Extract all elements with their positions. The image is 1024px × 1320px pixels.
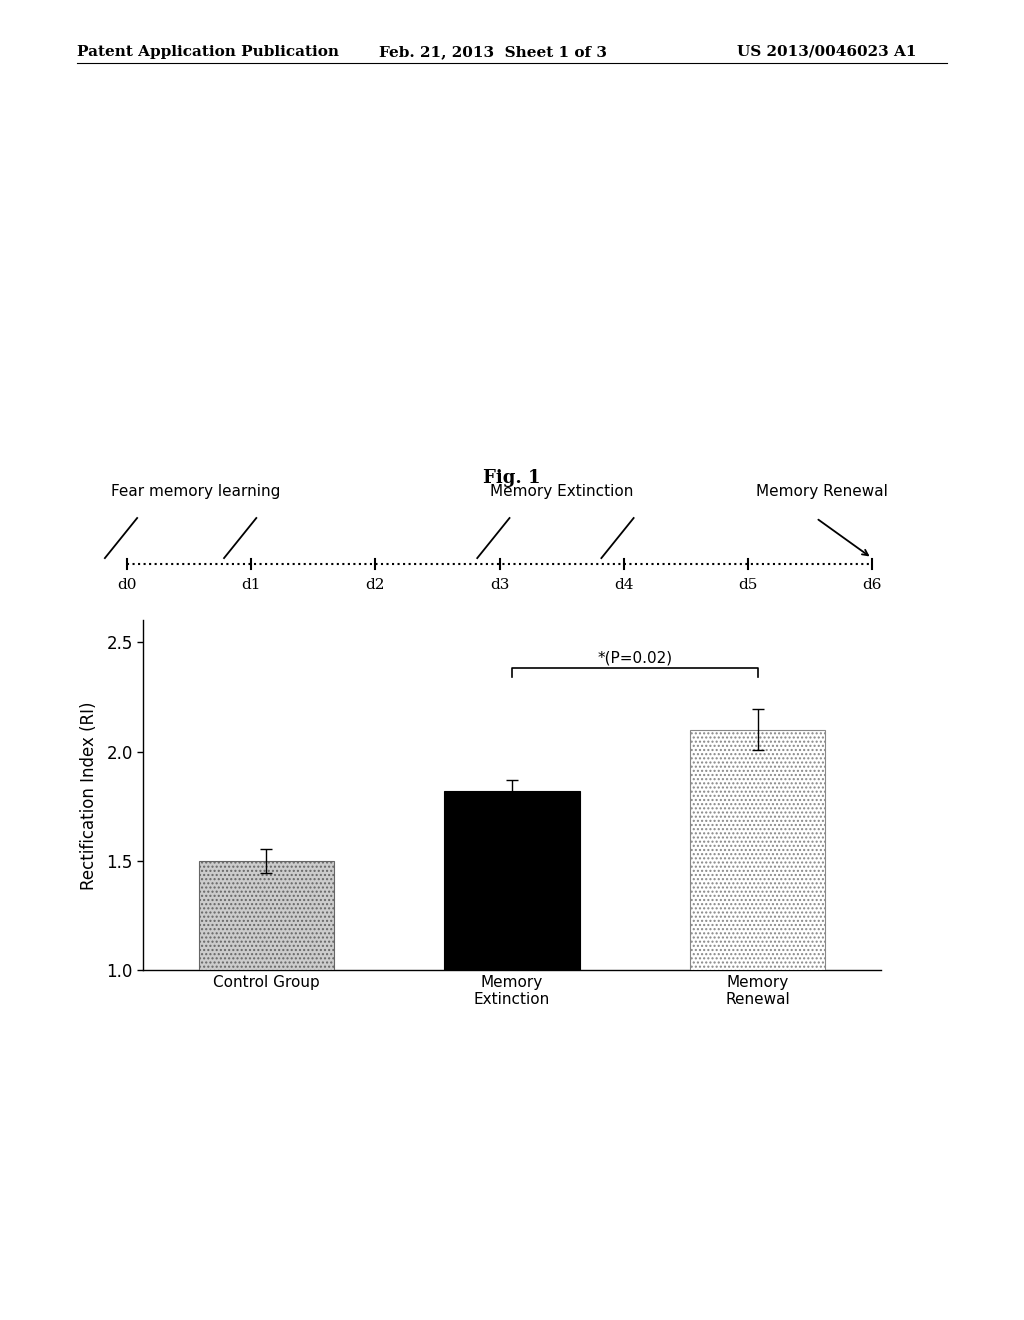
Text: d2: d2 (366, 578, 385, 591)
Text: d5: d5 (738, 578, 758, 591)
Text: d1: d1 (242, 578, 261, 591)
Text: d4: d4 (614, 578, 634, 591)
Text: Fear memory learning: Fear memory learning (111, 484, 281, 499)
Text: Memory Renewal: Memory Renewal (757, 484, 888, 499)
Bar (199, 861, 334, 970)
Text: Feb. 21, 2013  Sheet 1 of 3: Feb. 21, 2013 Sheet 1 of 3 (379, 45, 607, 59)
Y-axis label: Rectification Index (RI): Rectification Index (RI) (80, 701, 98, 890)
Text: d0: d0 (118, 578, 137, 591)
Text: d3: d3 (489, 578, 509, 591)
Text: US 2013/0046023 A1: US 2013/0046023 A1 (737, 45, 916, 59)
Text: Patent Application Publication: Patent Application Publication (77, 45, 339, 59)
Bar (444, 791, 580, 970)
Text: *(P=0.02): *(P=0.02) (597, 651, 673, 665)
Text: Fig. 1: Fig. 1 (483, 469, 541, 487)
Text: Memory Extinction: Memory Extinction (489, 484, 633, 499)
Text: d6: d6 (862, 578, 882, 591)
Bar (690, 730, 825, 970)
